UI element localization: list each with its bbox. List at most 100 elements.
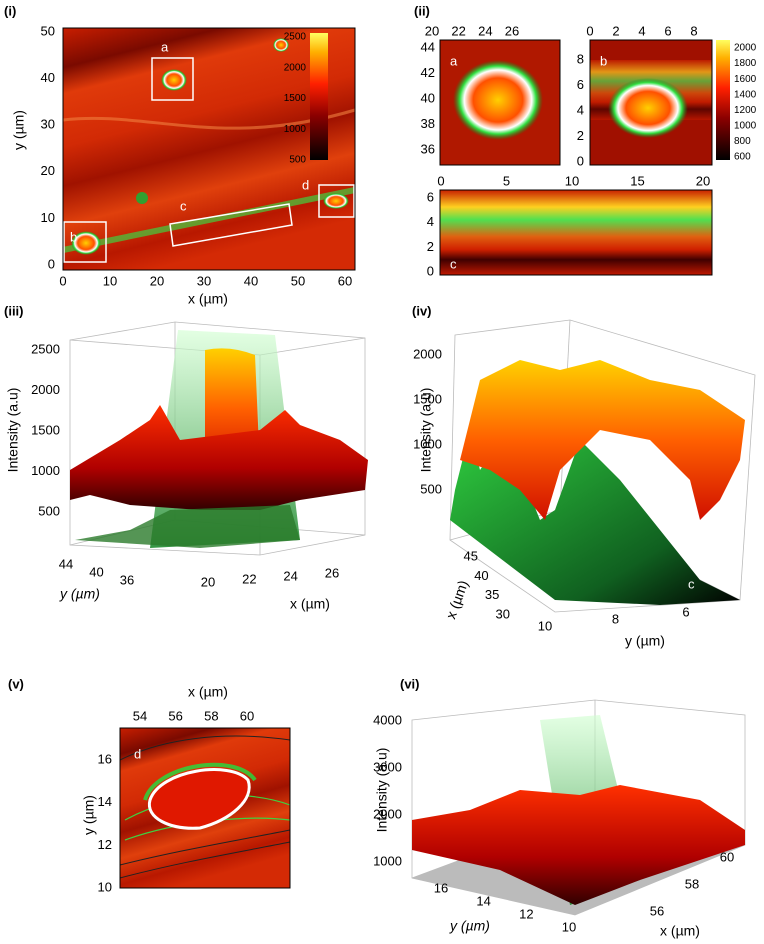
tick-label: 6	[577, 77, 584, 92]
region-label: a	[161, 39, 169, 54]
tick-label: 2	[427, 239, 434, 254]
tick-label: 0	[437, 173, 444, 188]
tick-label: 12	[98, 837, 112, 852]
tick-label: 20	[201, 574, 215, 589]
tick-label: 4	[638, 23, 645, 38]
tick-label: 600	[734, 152, 751, 163]
tick-label: 14	[98, 794, 112, 809]
tick-label: 12	[519, 906, 533, 921]
tick-label: 2500	[284, 32, 307, 43]
tick-label: 44	[421, 39, 435, 54]
tick-label: 1800	[734, 58, 757, 69]
tick-label: 15	[630, 173, 644, 188]
tick-label: 42	[421, 65, 435, 80]
tick-label: 50	[291, 273, 305, 288]
tick-label: 20	[696, 173, 710, 188]
tick-label: 60	[338, 273, 352, 288]
tick-label: 30	[197, 273, 211, 288]
tick-label: 1500	[31, 422, 60, 437]
tick-label: 10	[103, 273, 117, 288]
tick-label: 60	[720, 849, 734, 864]
axis-label: y (µm)	[11, 110, 27, 150]
tick-label: 10	[538, 618, 552, 633]
tick-label: 40	[474, 568, 488, 583]
tick-label: 1500	[284, 93, 307, 104]
tick-label: 14	[476, 893, 490, 908]
panel-label: (iv)	[412, 303, 432, 318]
tick-label: 40	[421, 90, 435, 105]
region-label: c	[688, 576, 695, 591]
tick-label: 24	[478, 23, 492, 38]
tick-label: 8	[612, 611, 619, 626]
tick-label: 26	[325, 565, 339, 580]
tick-label: 2000	[31, 382, 60, 397]
region-label: d	[302, 177, 309, 192]
tick-label: 1200	[734, 105, 757, 116]
axis-label: x (µm)	[188, 684, 228, 700]
axis-label: y (µm)	[625, 633, 665, 649]
tick-label: 2000	[413, 346, 442, 361]
axis-label: x (µm)	[188, 291, 228, 307]
tick-label: 6	[682, 604, 689, 619]
tick-label: 56	[168, 708, 182, 723]
tick-label: 20	[425, 23, 439, 38]
panel-label: (vi)	[400, 676, 420, 691]
tick-label: 30	[41, 117, 55, 132]
axis-label: y (µm)	[81, 795, 97, 835]
tick-label: 0	[586, 23, 593, 38]
tick-label: 1500	[413, 391, 442, 406]
region-label: b	[70, 229, 77, 244]
tick-label: 1000	[31, 463, 60, 478]
tick-label: 8	[577, 51, 584, 66]
tick-label: 40	[244, 273, 258, 288]
tick-label: 2500	[31, 341, 60, 356]
tick-label: 5	[503, 173, 510, 188]
axis-label: Intensity (a.u)	[5, 388, 21, 473]
tick-label: 20	[41, 163, 55, 178]
tick-label: 1000	[373, 853, 402, 868]
tick-label: 1000	[734, 120, 757, 131]
tick-label: 0	[427, 263, 434, 278]
tick-label: 10	[41, 210, 55, 225]
tick-label: 22	[451, 23, 465, 38]
tick-label: 4000	[373, 712, 402, 727]
tick-label: 35	[485, 587, 499, 602]
tick-label: 4	[427, 214, 434, 229]
tick-label: 54	[133, 708, 147, 723]
tick-label: 1000	[284, 124, 307, 135]
tick-label: 10	[562, 919, 576, 934]
panel-label: (iii)	[4, 303, 24, 318]
tick-label: 2000	[734, 43, 757, 54]
tick-label: 500	[38, 503, 60, 518]
region-label: c	[450, 256, 457, 271]
tick-label: 800	[734, 136, 751, 147]
axis-label: y (µm)	[449, 918, 490, 934]
tick-label: 20	[150, 273, 164, 288]
tick-label: 24	[283, 568, 297, 583]
tick-label: 56	[650, 903, 664, 918]
tick-label: 40	[89, 564, 103, 579]
tick-label: 4	[577, 102, 584, 117]
tick-label: 58	[685, 876, 699, 891]
tick-label: 1400	[734, 89, 757, 100]
tick-label: 2000	[284, 62, 307, 73]
panel-label: (i)	[4, 3, 16, 18]
axis-label: Intensity (a.u)	[418, 388, 434, 473]
tick-label: 6	[427, 189, 434, 204]
axis-label: x (µm)	[442, 578, 471, 621]
tick-label: 58	[204, 708, 218, 723]
region-label: a	[190, 548, 198, 563]
tick-label: 36	[421, 141, 435, 156]
axis-label: y (µm)	[59, 586, 100, 602]
tick-label: 50	[41, 23, 55, 38]
tick-label: 26	[505, 23, 519, 38]
region-label: d	[134, 746, 141, 761]
tick-label: 36	[120, 572, 134, 587]
colorbar	[310, 33, 328, 160]
tick-label: 30	[496, 606, 510, 621]
tick-label: 500	[420, 481, 442, 496]
tick-label: 2	[577, 128, 584, 143]
tick-label: 1000	[413, 436, 442, 451]
region-label: b	[600, 53, 607, 68]
